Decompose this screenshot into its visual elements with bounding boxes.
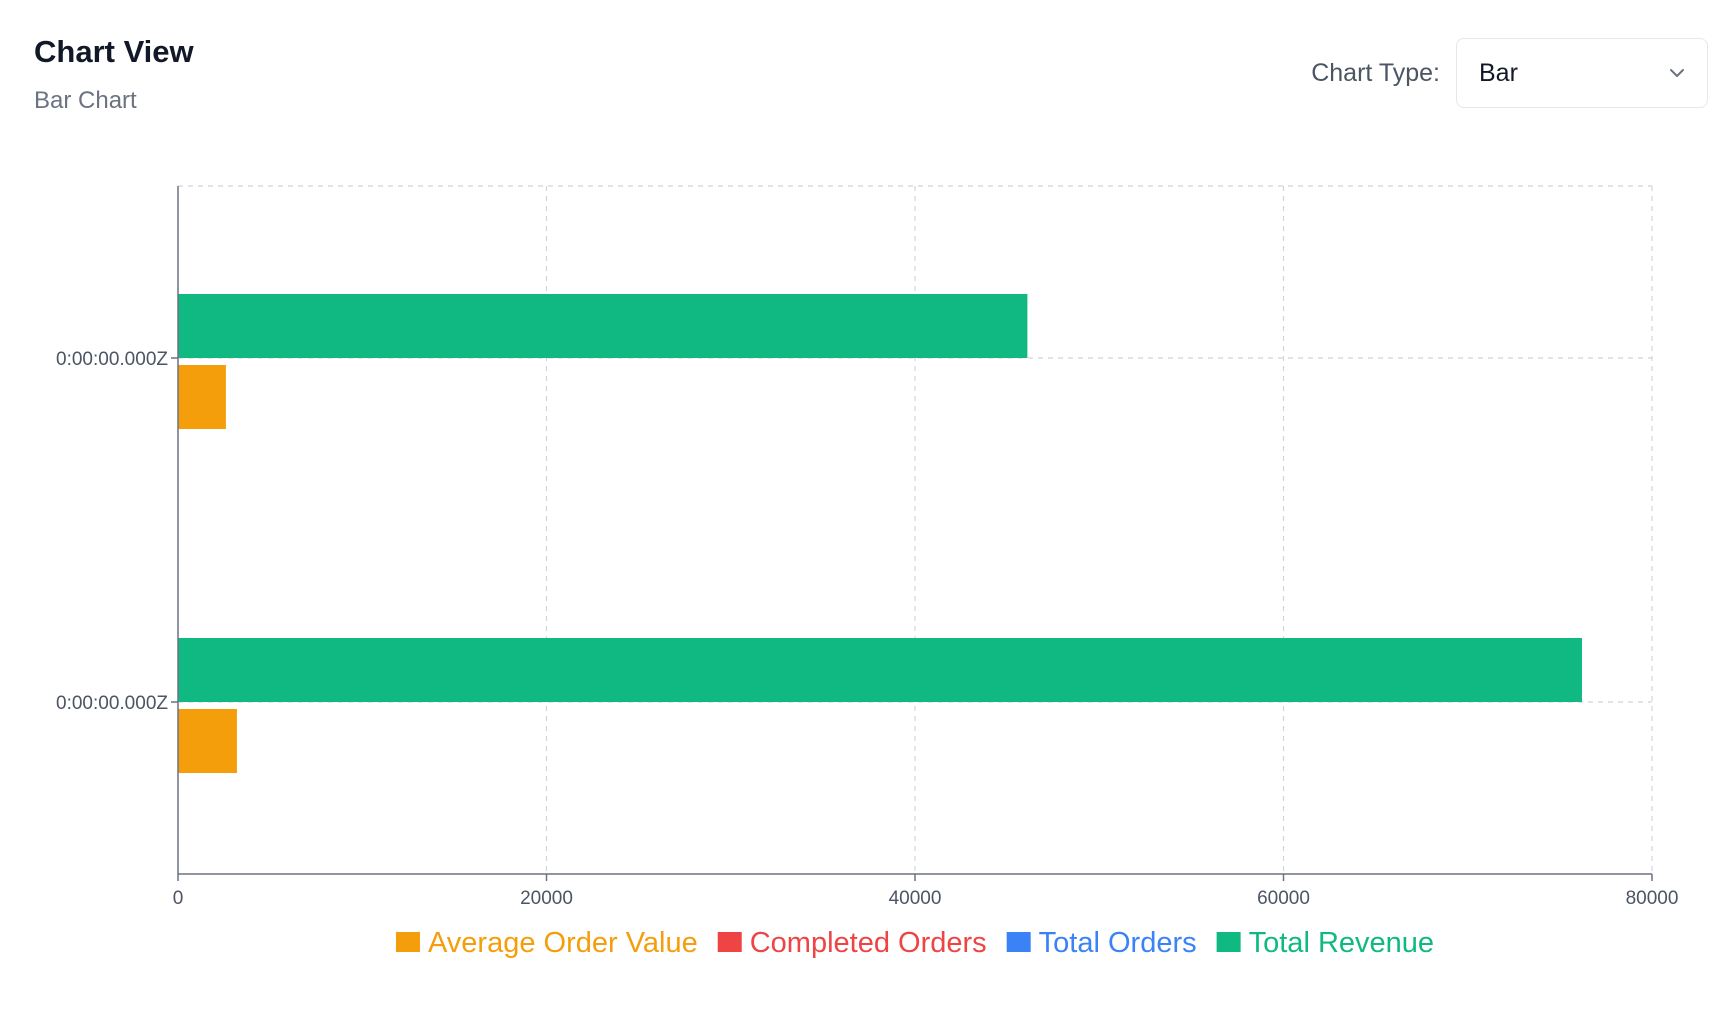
chart-type-label: Chart Type: [1311, 58, 1440, 87]
page-title: Chart View [34, 34, 194, 69]
chart-bars [178, 294, 1582, 773]
legend-swatch-completed-orders [717, 932, 742, 952]
legend-swatch-average-order-value [395, 932, 420, 952]
y-tick-label-0: 0:00:00.000Z [56, 349, 168, 370]
y-tick-label-1: 0:00:00.000Z [56, 693, 168, 714]
bar-average-order-value-1[interactable] [178, 709, 237, 773]
x-tick-label-2: 40000 [889, 888, 942, 909]
chart-type-select[interactable]: Bar [1456, 38, 1708, 108]
page-subtitle: Bar Chart [34, 87, 137, 114]
chevron-down-icon [1667, 63, 1687, 83]
chart-axes: 0 20000 40000 60000 80000 0:00:00.000Z 0:00:00… [56, 186, 1678, 909]
legend-swatch-total-revenue [1216, 932, 1241, 952]
x-tick-label-3: 60000 [1257, 888, 1310, 909]
bar-average-order-value-0[interactable] [178, 365, 226, 429]
legend-item-total-revenue[interactable]: Total Revenue [1216, 927, 1434, 959]
x-tick-label-4: 80000 [1626, 888, 1679, 909]
bar-total-revenue-0[interactable] [178, 294, 1028, 358]
x-tick-label-0: 0 [173, 888, 184, 909]
chart-legend: Average Order Value Completed Orders Total… [395, 927, 1434, 959]
chart-type-control: Chart Type: Bar [1311, 38, 1708, 108]
legend-item-completed-orders[interactable]: Completed Orders [717, 927, 987, 959]
legend-label-average-order-value: Average Order Value [428, 927, 698, 959]
legend-item-average-order-value[interactable]: Average Order Value [395, 927, 698, 959]
legend-item-total-orders[interactable]: Total Orders [1006, 927, 1197, 959]
x-tick-label-1: 20000 [520, 888, 573, 909]
legend-label-completed-orders: Completed Orders [750, 927, 987, 959]
chart-grid [178, 185, 1653, 874]
legend-label-total-revenue: Total Revenue [1249, 927, 1434, 959]
legend-swatch-total-orders [1006, 932, 1031, 952]
legend-label-total-orders: Total Orders [1039, 927, 1197, 959]
chart-header: Chart View Bar Chart [34, 30, 194, 116]
chart-type-selected-value: Bar [1479, 58, 1518, 87]
bar-total-revenue-1[interactable] [178, 638, 1582, 702]
